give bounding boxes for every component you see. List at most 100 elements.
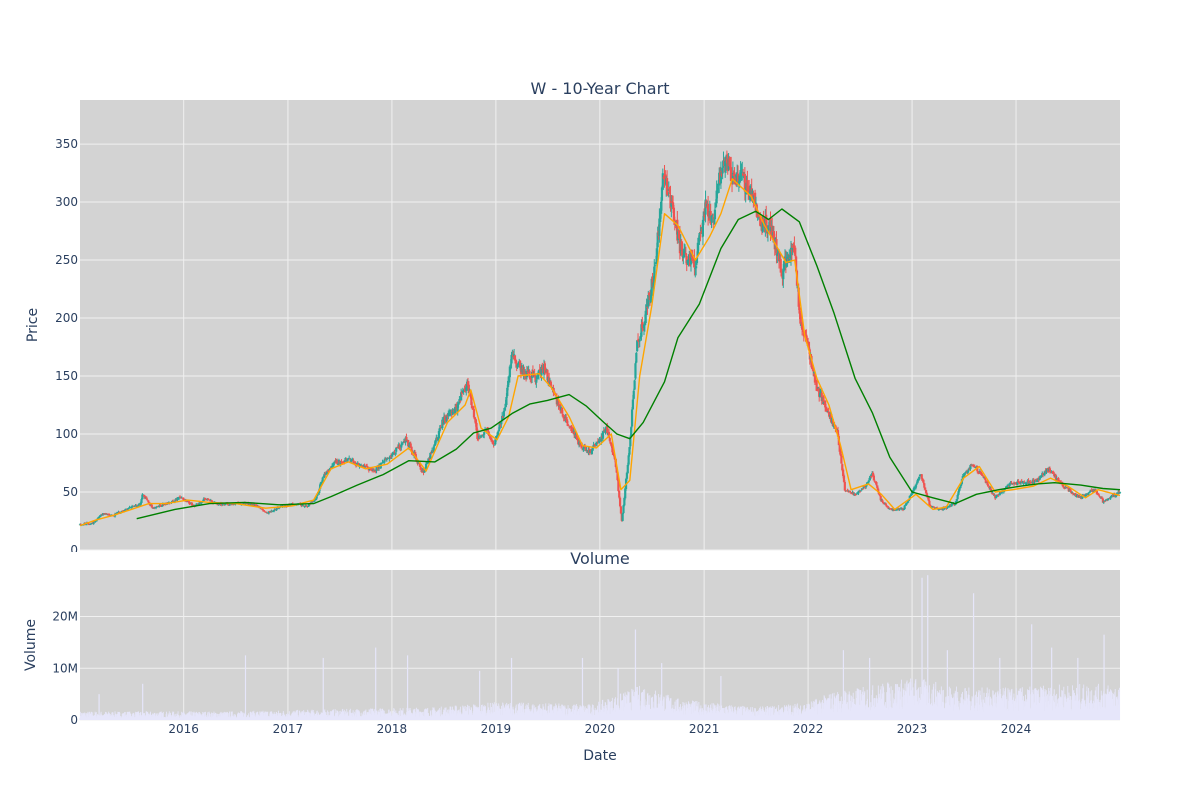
candle-body — [746, 180, 749, 192]
candle — [736, 165, 740, 184]
candle-body — [190, 502, 194, 506]
volume-bar — [555, 703, 557, 720]
candle-body — [560, 407, 564, 414]
candle-body — [838, 444, 841, 452]
candle-body — [570, 425, 573, 432]
candle-body — [591, 446, 594, 451]
candle — [928, 499, 931, 507]
volume-bar — [131, 714, 133, 720]
candle-body — [972, 465, 975, 467]
candle — [839, 448, 842, 457]
candle-body — [260, 508, 264, 510]
candle-body — [1087, 492, 1090, 496]
candle-body — [325, 471, 329, 475]
candle-body — [711, 215, 714, 217]
volume-bar — [160, 711, 162, 720]
candle-body — [984, 480, 987, 483]
volume-bar — [315, 713, 317, 720]
candle-body — [856, 493, 859, 495]
candle — [141, 493, 144, 500]
candle-body — [671, 202, 675, 210]
price-y-axis-title: Price — [25, 308, 41, 342]
volume-bar — [523, 709, 525, 720]
candle-body — [477, 438, 480, 440]
candle-body — [695, 257, 699, 264]
candle — [451, 408, 454, 416]
volume-bar — [548, 703, 550, 720]
candle-body — [987, 485, 990, 487]
volume-bar — [124, 712, 126, 720]
candle-body — [314, 499, 317, 500]
candle-body — [699, 232, 702, 233]
candle — [503, 406, 506, 412]
candle-body — [683, 251, 686, 258]
volume-bar — [373, 709, 375, 720]
candle-body — [392, 452, 395, 454]
candle-body — [937, 509, 940, 511]
candle-body — [562, 416, 565, 419]
volume-bar — [147, 711, 149, 720]
candle-body — [145, 497, 148, 500]
candle-body — [202, 498, 206, 501]
candle-body — [884, 503, 887, 506]
price-y-tick-150: 150 — [55, 369, 78, 383]
candle-body — [866, 481, 870, 483]
candle-body — [1045, 469, 1048, 473]
candle-body — [1007, 485, 1011, 487]
candle — [698, 231, 701, 245]
candle-body — [84, 524, 88, 525]
volume-bar — [498, 705, 500, 720]
volume-bar — [499, 708, 501, 720]
candle-body — [501, 416, 505, 418]
candle-body — [505, 397, 508, 405]
candle-body — [840, 455, 843, 464]
candle-body — [959, 484, 963, 487]
candle-body — [995, 494, 999, 497]
candle-body — [307, 506, 310, 507]
candle-body — [529, 376, 532, 380]
volume-bar — [227, 713, 229, 720]
volume-bar — [589, 705, 591, 720]
candle — [398, 443, 401, 451]
candle-body — [541, 367, 544, 370]
candle-body — [494, 439, 497, 445]
candle — [1016, 479, 1019, 486]
candle — [1032, 477, 1035, 485]
volume-bar — [128, 711, 130, 720]
candle-body — [594, 444, 597, 447]
candle-body — [643, 321, 646, 326]
candle-body — [1024, 483, 1027, 484]
candle-body — [172, 500, 175, 502]
candle — [689, 249, 693, 272]
candle-body — [171, 501, 174, 503]
candle — [313, 498, 317, 502]
candle-body — [247, 503, 250, 505]
candle-body — [857, 491, 860, 494]
candle-body — [780, 270, 783, 277]
volume-bar — [195, 712, 197, 720]
candle-body — [263, 511, 266, 512]
candle-body — [143, 496, 147, 499]
candle-body — [476, 429, 479, 439]
volume-bar — [593, 709, 595, 720]
price-y-tick-50: 50 — [63, 485, 78, 499]
candle-body — [437, 431, 441, 439]
candle-body — [482, 435, 485, 437]
candle-body — [1054, 475, 1058, 481]
candle — [430, 447, 434, 454]
candle — [772, 226, 776, 243]
volume-bar — [450, 706, 452, 720]
candle — [707, 195, 710, 226]
volume-bar — [383, 710, 385, 720]
candle-body — [90, 523, 93, 525]
candle-body — [1027, 480, 1030, 484]
candle-body — [789, 247, 793, 259]
candle — [627, 453, 630, 467]
candle-body — [869, 476, 872, 479]
candle-body — [842, 475, 846, 482]
candle-body — [906, 502, 909, 504]
candle-body — [879, 495, 882, 501]
candle-body — [1063, 487, 1066, 489]
candle-body — [841, 464, 844, 471]
candle — [818, 388, 822, 398]
